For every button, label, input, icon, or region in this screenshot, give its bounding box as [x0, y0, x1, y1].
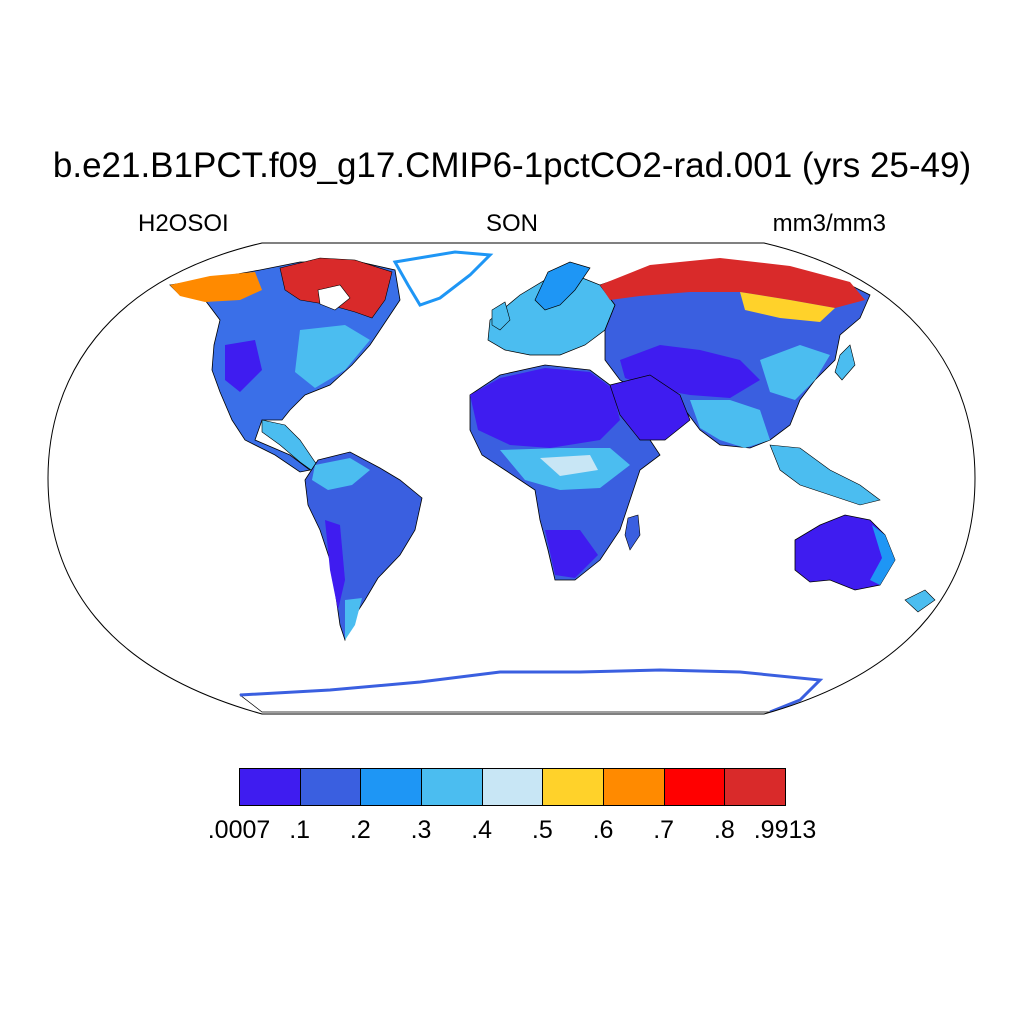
colorbar-label: .0007 [207, 816, 271, 844]
colorbar-label: .7 [653, 816, 675, 844]
south-america-north-wet [312, 458, 370, 490]
new-zealand [904, 589, 936, 613]
colorbar-label: .1 [289, 816, 311, 844]
colorbar-swatch [360, 768, 422, 806]
colorbar-label: .4 [471, 816, 493, 844]
colorbar-swatch [724, 768, 786, 806]
units-label: mm3/mm3 [772, 210, 886, 237]
southeast-asia [769, 444, 881, 506]
map-border [47, 242, 976, 715]
season-label: SON [485, 210, 538, 237]
southern-africa-dry [545, 530, 598, 578]
antarctica-coast [239, 668, 824, 714]
north-america-east-humid [295, 325, 370, 388]
alaska [170, 272, 262, 302]
colorbar-swatch [239, 768, 301, 806]
variable-label: H2OSOI [138, 210, 229, 237]
colorbar-swatch [542, 768, 604, 806]
british-isles [491, 301, 511, 331]
north-america-west-dry [225, 340, 262, 392]
hudson-bay [317, 284, 351, 311]
colorbar-label: .9913 [753, 816, 817, 844]
colorbar-swatch [603, 768, 665, 806]
plot-title: b.e21.B1PCT.f09_g17.CMIP6-1pctCO2-rad.00… [52, 146, 972, 185]
arabia [609, 374, 691, 441]
colorbar-label: .8 [713, 816, 735, 844]
sahel-humid [540, 455, 598, 476]
siberia-mid [740, 292, 835, 322]
colorbar-swatch [663, 768, 726, 806]
scandinavia [534, 261, 591, 311]
colorbar-swatch [481, 768, 544, 806]
colorbar-label: .3 [410, 816, 432, 844]
colorbar-label: .5 [531, 816, 553, 844]
colorbar-swatch [421, 768, 483, 806]
madagascar [624, 514, 641, 551]
colorbar-label: .6 [592, 816, 614, 844]
south-america-dry-west [325, 520, 345, 610]
sahara [470, 368, 620, 448]
patagonia [345, 598, 362, 640]
australia-east-coast [870, 525, 895, 585]
east-asia [760, 345, 830, 400]
south-asia [690, 400, 770, 448]
siberia-wet [600, 258, 865, 308]
japan [834, 344, 856, 381]
colorbar-label: .2 [349, 816, 371, 844]
greenland-coast [392, 250, 494, 307]
colorbar-swatch [299, 768, 362, 806]
